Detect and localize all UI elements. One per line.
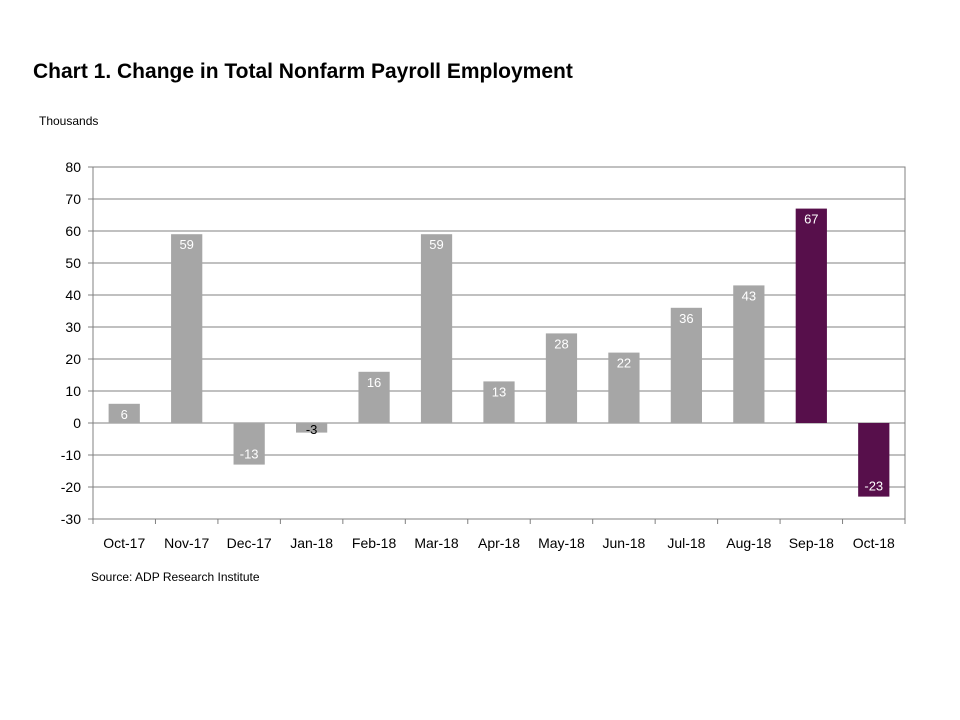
x-tick-label: Oct-17 bbox=[103, 535, 145, 551]
gridlines bbox=[88, 166, 906, 524]
y-tick-label: -10 bbox=[61, 447, 81, 463]
bar-may-18 bbox=[545, 333, 578, 423]
bar-jun-18 bbox=[608, 352, 640, 423]
y-tick-label: 50 bbox=[65, 255, 81, 271]
bar-aug-18 bbox=[733, 285, 765, 423]
y-tick-label: -30 bbox=[61, 511, 81, 527]
data-label: 59 bbox=[429, 237, 443, 252]
x-tick-label: Jul-18 bbox=[667, 535, 705, 551]
bar-jan-18 bbox=[296, 423, 328, 433]
source-note: Source: ADP Research Institute bbox=[91, 570, 260, 584]
data-label: 6 bbox=[121, 407, 128, 422]
bars bbox=[108, 208, 890, 497]
chart-title: Chart 1. Change in Total Nonfarm Payroll… bbox=[33, 60, 573, 83]
data-label: 59 bbox=[179, 237, 193, 252]
x-tick-label: Apr-18 bbox=[478, 535, 520, 551]
x-tick-label: May-18 bbox=[538, 535, 585, 551]
x-tick-label: Mar-18 bbox=[414, 535, 459, 551]
x-tick-label: Nov-17 bbox=[164, 535, 209, 551]
data-label: 28 bbox=[554, 336, 568, 351]
data-label: 67 bbox=[804, 212, 818, 227]
bar-jul-18 bbox=[670, 307, 702, 423]
bar-dec-17 bbox=[233, 423, 265, 465]
data-label: 43 bbox=[742, 288, 756, 303]
x-tick-label: Oct-18 bbox=[853, 535, 895, 551]
y-tick-label: 10 bbox=[65, 383, 81, 399]
x-axis-tick-labels: Oct-17 Nov-17 Dec-17 Jan-18 Feb-18 Mar-18 Apr-… bbox=[103, 535, 895, 551]
data-label: 13 bbox=[492, 384, 506, 399]
y-axis-units-label: Thousands bbox=[39, 114, 99, 128]
y-tick-label: -20 bbox=[61, 479, 81, 495]
x-tick-label: Aug-18 bbox=[726, 535, 771, 551]
y-tick-label: 70 bbox=[65, 191, 81, 207]
plot-area-border bbox=[92, 166, 906, 520]
x-tick-label: Feb-18 bbox=[352, 535, 397, 551]
x-tick-label: Jan-18 bbox=[290, 535, 333, 551]
data-label: -3 bbox=[306, 422, 318, 437]
y-tick-label: 40 bbox=[65, 287, 81, 303]
x-tick-label: Dec-17 bbox=[227, 535, 272, 551]
bar-feb-18 bbox=[358, 371, 390, 423]
bar-mar-18 bbox=[420, 234, 453, 423]
bar-oct-18 bbox=[858, 423, 890, 497]
y-tick-label: 0 bbox=[73, 415, 81, 431]
y-tick-label: 20 bbox=[65, 351, 81, 367]
bar-apr-18 bbox=[483, 381, 515, 423]
y-tick-label: 80 bbox=[65, 159, 81, 175]
y-tick-label: 60 bbox=[65, 223, 81, 239]
data-label: -13 bbox=[240, 447, 259, 462]
data-labels: 6 59 -13 -3 16 59 13 28 22 36 43 67 -23 bbox=[121, 212, 884, 494]
x-tick-label: Sep-18 bbox=[789, 535, 834, 551]
bar-nov-17 bbox=[171, 234, 203, 423]
y-tick-label: 30 bbox=[65, 319, 81, 335]
y-axis-tick-labels: 80 70 60 50 40 30 20 10 0 -10 -20 -30 bbox=[61, 159, 81, 527]
data-label: 22 bbox=[617, 356, 631, 371]
x-tick-label: Jun-18 bbox=[603, 535, 646, 551]
data-label: 16 bbox=[367, 375, 381, 390]
bar-sep-18 bbox=[795, 208, 827, 423]
data-label: 36 bbox=[679, 311, 693, 326]
bar-oct-17 bbox=[108, 403, 140, 423]
data-label: -23 bbox=[864, 479, 883, 494]
